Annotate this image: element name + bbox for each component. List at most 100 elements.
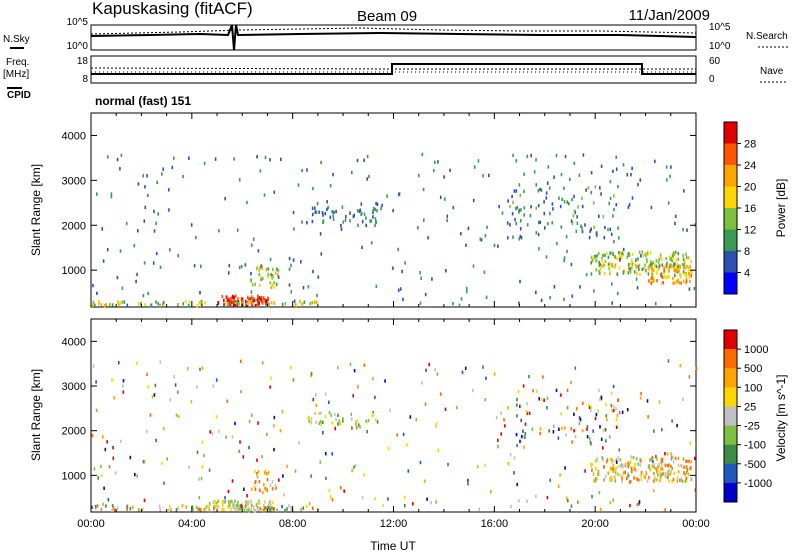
power-data-point xyxy=(458,303,461,308)
velocity-data-point xyxy=(609,500,611,505)
velocity-data-point xyxy=(615,417,618,422)
velocity-data-point xyxy=(102,502,104,506)
power-data-point xyxy=(682,257,685,261)
power-data-point xyxy=(315,210,318,214)
velocity-data-point xyxy=(660,472,663,477)
power-data-point xyxy=(267,275,269,279)
velocity-data-point xyxy=(666,452,669,456)
velocity-data-point xyxy=(257,507,259,511)
velocity-data-point xyxy=(661,457,664,462)
power-data-point xyxy=(419,271,421,275)
power-data-point xyxy=(683,189,685,193)
velocity-data-point xyxy=(543,398,545,402)
power-data-point xyxy=(604,272,606,276)
power-data-point xyxy=(144,205,147,210)
power-data-point xyxy=(633,270,636,274)
velocity-data-point xyxy=(242,455,245,459)
velocity-data-point xyxy=(682,397,684,401)
power-data-point xyxy=(234,299,237,304)
velocity-data-point xyxy=(208,502,211,506)
velocity-data-point xyxy=(93,467,96,471)
velocity-data-point xyxy=(246,507,248,512)
power-data-point xyxy=(155,300,157,304)
velocity-data-point xyxy=(602,429,605,433)
power-data-point xyxy=(670,256,672,261)
velocity-data-point xyxy=(671,479,673,484)
velocity-data-point xyxy=(615,460,618,464)
velocity-data-point xyxy=(653,429,655,433)
velocity-data-point xyxy=(201,465,204,469)
velocity-data-point xyxy=(653,463,655,467)
power-data-point xyxy=(618,251,620,255)
power-data-point xyxy=(537,203,540,208)
power-data-point xyxy=(301,220,303,224)
velocity-data-point xyxy=(629,503,631,508)
velocity-data-point xyxy=(224,496,226,500)
velocity-data-point xyxy=(286,507,288,511)
power-data-point xyxy=(620,254,622,259)
power-data-point xyxy=(238,265,241,270)
velocity-data-point xyxy=(330,413,333,417)
velocity-data-point xyxy=(616,465,619,469)
power-data-point xyxy=(619,252,621,256)
velocity-data-point xyxy=(589,408,592,413)
velocity-data-point xyxy=(649,458,651,462)
velocity-data-point xyxy=(617,472,619,476)
velocity-data-point xyxy=(685,476,687,481)
power-data-point xyxy=(221,294,223,299)
power-data-point xyxy=(157,302,159,306)
velocity-data-point xyxy=(667,463,670,468)
power-data-point xyxy=(374,207,376,212)
power-data-point xyxy=(153,229,156,233)
power-data-point xyxy=(548,186,551,190)
velocity-data-point xyxy=(159,508,161,512)
velocity-data-point xyxy=(594,416,597,421)
velocity-data-point xyxy=(612,469,614,474)
velocity-data-point xyxy=(108,465,111,469)
power-data-point xyxy=(297,183,300,187)
velocity-data-point xyxy=(126,505,128,509)
velocity-data-point xyxy=(331,421,333,425)
velocity-data-point xyxy=(169,398,172,402)
power-data-point xyxy=(460,297,463,301)
velocity-data-point xyxy=(599,425,601,429)
power-data-point xyxy=(635,266,637,270)
power-data-point xyxy=(397,247,399,252)
velocity-data-point xyxy=(567,499,569,503)
power-data-point xyxy=(587,186,590,190)
velocity-data-point xyxy=(192,507,194,511)
power-data-point xyxy=(675,264,677,269)
power-data-point xyxy=(507,236,509,240)
velocity-data-point xyxy=(356,419,359,423)
velocity-data-point xyxy=(658,463,660,467)
velocity-data-point xyxy=(265,506,268,510)
velocity-data-point xyxy=(265,488,267,493)
velocity-data-point xyxy=(162,426,165,431)
velocity-data-point xyxy=(113,396,115,400)
power-data-point xyxy=(677,280,679,285)
velocity-data-point xyxy=(112,456,115,460)
power-data-point xyxy=(585,188,587,192)
power-data-point xyxy=(635,277,638,281)
power-data-point xyxy=(631,196,634,200)
velocity-data-point xyxy=(331,452,333,456)
power-data-point xyxy=(357,223,359,227)
velocity-data-point xyxy=(566,388,569,392)
power-data-point xyxy=(685,271,687,276)
power-data-point xyxy=(231,300,233,304)
velocity-data-point xyxy=(231,435,234,439)
velocity-data-point xyxy=(253,508,255,512)
velocity-data-point xyxy=(286,464,288,468)
power-data-point xyxy=(598,263,601,267)
velocity-data-point xyxy=(630,455,633,459)
velocity-data-point xyxy=(435,424,437,429)
velocity-data-point xyxy=(250,501,253,505)
velocity-data-point xyxy=(256,473,258,478)
velocity-panel-frame xyxy=(90,318,697,513)
velocity-data-point xyxy=(257,421,259,425)
power-data-point xyxy=(445,269,447,273)
velocity-data-point xyxy=(595,412,598,417)
power-data-point xyxy=(595,231,598,235)
velocity-data-point xyxy=(597,409,599,413)
power-data-point xyxy=(260,277,262,281)
